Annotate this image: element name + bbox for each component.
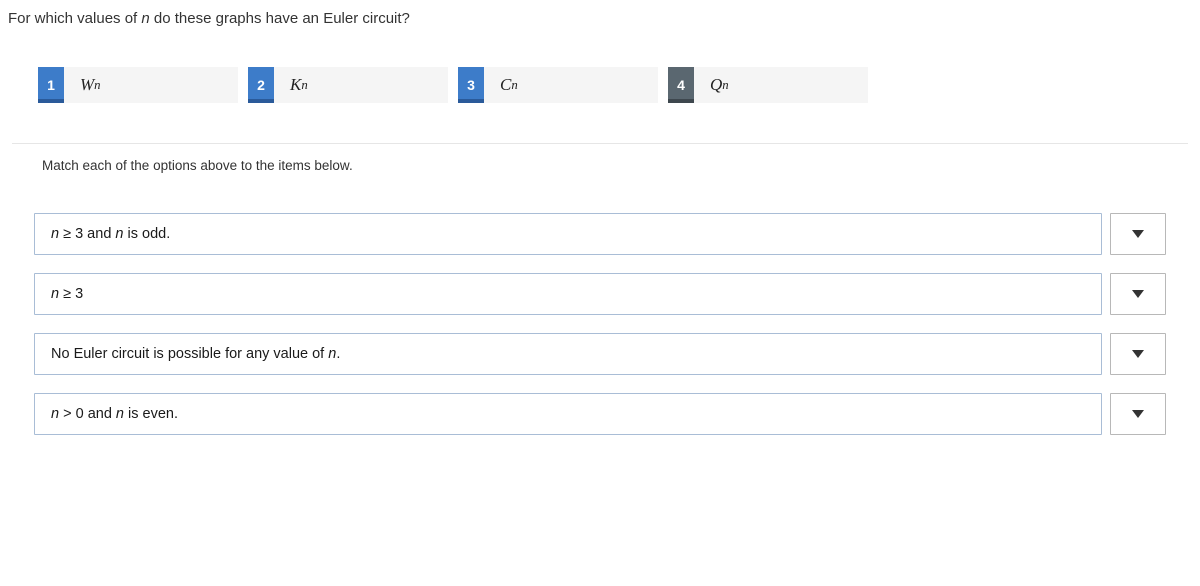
option-number: 1	[38, 67, 64, 103]
item-dropdown[interactable]	[1110, 393, 1166, 435]
option-1[interactable]: 1Wn	[38, 67, 238, 103]
chevron-down-icon	[1132, 290, 1144, 298]
option-label: Kn	[274, 67, 448, 103]
option-label: Cn	[484, 67, 658, 103]
item-row: n > 0 and n is even.	[34, 393, 1166, 435]
option-number: 4	[668, 67, 694, 103]
item-dropdown[interactable]	[1110, 333, 1166, 375]
option-label: Qn	[694, 67, 868, 103]
chevron-down-icon	[1132, 230, 1144, 238]
option-number: 2	[248, 67, 274, 103]
item-text: n > 0 and n is even.	[34, 393, 1102, 435]
chevron-down-icon	[1132, 350, 1144, 358]
option-2[interactable]: 2Kn	[248, 67, 448, 103]
item-text: n ≥ 3	[34, 273, 1102, 315]
question-text: For which values of n do these graphs ha…	[8, 10, 1192, 27]
question-prefix: For which values of	[8, 10, 141, 27]
chevron-down-icon	[1132, 410, 1144, 418]
question-suffix: do these graphs have an Euler circuit?	[150, 10, 410, 27]
option-4[interactable]: 4Qn	[668, 67, 868, 103]
item-row: No Euler circuit is possible for any val…	[34, 333, 1166, 375]
item-text: n ≥ 3 and n is odd.	[34, 213, 1102, 255]
option-number: 3	[458, 67, 484, 103]
match-instruction: Match each of the options above to the i…	[12, 143, 1188, 203]
question-var: n	[141, 10, 149, 27]
items-list: n ≥ 3 and n is odd. n ≥ 3 No Euler circuit…	[8, 213, 1192, 435]
item-row: n ≥ 3	[34, 273, 1166, 315]
item-row: n ≥ 3 and n is odd.	[34, 213, 1166, 255]
item-dropdown[interactable]	[1110, 213, 1166, 255]
option-label: Wn	[64, 67, 238, 103]
options-row: 1Wn 2Kn 3Cn 4Qn	[8, 67, 1192, 103]
item-dropdown[interactable]	[1110, 273, 1166, 315]
option-3[interactable]: 3Cn	[458, 67, 658, 103]
item-text: No Euler circuit is possible for any val…	[34, 333, 1102, 375]
